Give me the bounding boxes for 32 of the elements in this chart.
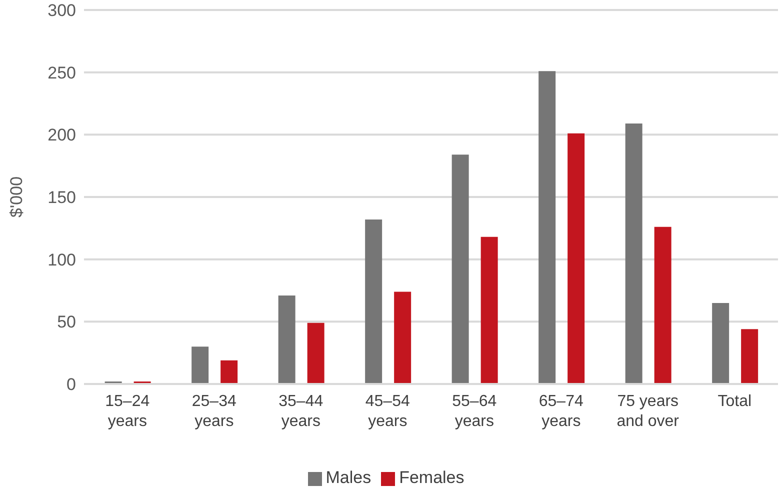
y-axis-title: $'000 — [7, 176, 26, 218]
bar — [538, 71, 556, 384]
y-tick-label: 150 — [48, 188, 76, 208]
x-tick-label: 25–34 years — [192, 393, 236, 430]
bar — [192, 346, 209, 384]
x-tick-label: 35–44 years — [278, 393, 324, 430]
bar — [307, 322, 324, 384]
bar — [394, 292, 412, 384]
x-tick-label: 15–24 years — [105, 393, 150, 430]
bar — [568, 133, 585, 384]
bar — [741, 329, 758, 384]
bar — [480, 236, 498, 384]
y-tick-label: 100 — [48, 250, 76, 270]
x-tick-label: Total — [718, 393, 752, 410]
bar — [278, 295, 296, 384]
legend-label: Females — [399, 468, 464, 487]
y-tick-label: 250 — [48, 63, 76, 82]
x-tick-label: 75 years and over — [616, 393, 680, 430]
legend-label: Males — [326, 468, 372, 487]
x-tick-label: 45–54 years — [365, 393, 410, 430]
bar — [654, 226, 672, 384]
y-tick-label: 0 — [66, 375, 76, 394]
y-tick-label: 300 — [48, 1, 76, 20]
bar — [365, 219, 382, 384]
bar — [712, 302, 730, 384]
x-tick-label: 55–64 years — [452, 393, 497, 430]
y-tick-label: 200 — [48, 126, 76, 145]
y-tick-label: 50 — [57, 312, 76, 332]
x-tick-label: 65–74 years — [538, 393, 584, 430]
bar — [452, 154, 469, 384]
bar — [625, 123, 642, 384]
bar — [220, 360, 238, 384]
